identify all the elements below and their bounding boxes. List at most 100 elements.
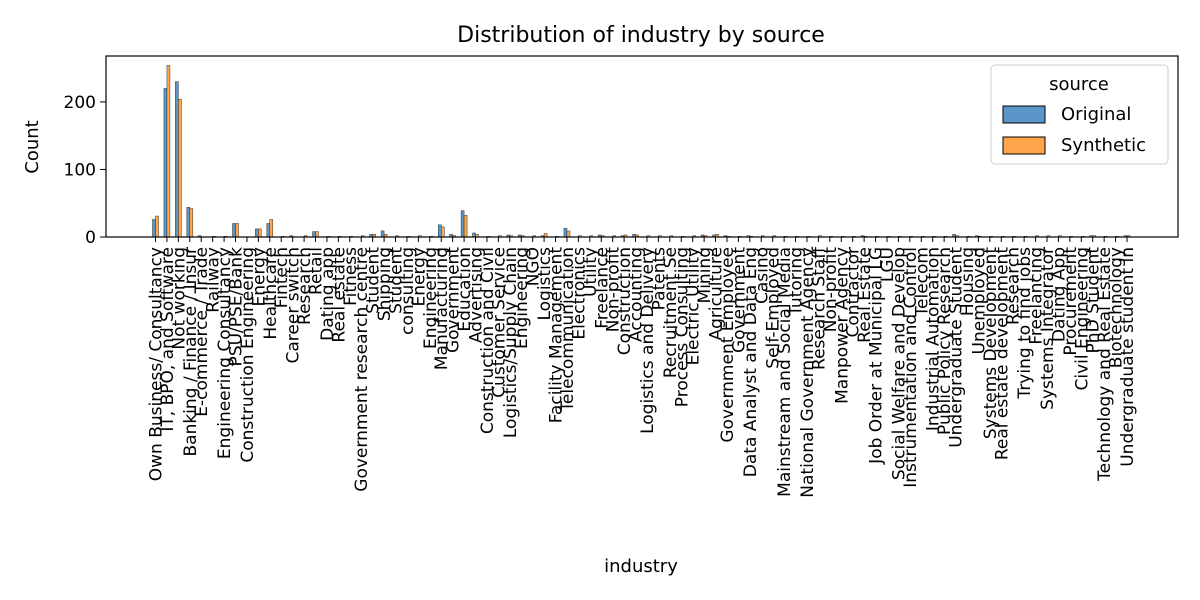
- x-tick-label: E-commerce / Trade: [192, 247, 212, 417]
- x-tick-label: Logistics/Supply Chain: [501, 247, 521, 438]
- y-tick-label: 200: [64, 93, 96, 113]
- x-tick-label: Research: [1004, 247, 1024, 325]
- x-tick-label: Tutoring: [787, 247, 807, 317]
- x-tick-label: Engineering: [512, 247, 532, 349]
- x-tick-label: LGU: [878, 247, 898, 282]
- bar-original-25: [437, 224, 442, 238]
- x-tick-label: Undergraduate student in: [1118, 247, 1138, 467]
- x-tick-label: Public Policy Research: [935, 247, 955, 435]
- x-tick-label: Process Consulting: [672, 247, 692, 407]
- x-tick-label: Non-profit: [821, 247, 841, 333]
- legend: source Original Synthetic: [990, 64, 1169, 165]
- x-tick-label: PhD Student: [1084, 247, 1104, 354]
- x-tick-label: Utility: [581, 247, 601, 297]
- bar-synthetic-0: [155, 215, 159, 238]
- x-tick-label: Freelancing: [1027, 247, 1047, 345]
- x-tick-label: Construction: [615, 247, 635, 355]
- bar-synthetic-3: [189, 208, 194, 238]
- x-tick-label: Student: [387, 247, 407, 314]
- x-tick-label: Healthcare: [261, 247, 281, 340]
- x-tick-label: Unemployed: [969, 247, 989, 354]
- bar-original-2: [175, 81, 179, 238]
- x-tick-label: Research: [295, 247, 315, 325]
- x-tick-label: consulting: [398, 247, 418, 335]
- x-tick-label: Industrial Automation: [924, 247, 944, 431]
- y-tick-label: 0: [85, 228, 96, 248]
- x-tick-label: Real estate: [329, 247, 349, 343]
- x-tick-label: Facility Management: [547, 247, 567, 424]
- legend-label-original: Original: [1061, 104, 1131, 125]
- x-tick-label: Mining: [695, 247, 715, 303]
- x-axis-label: industry: [604, 556, 678, 577]
- bar-synthetic-36: [566, 230, 571, 238]
- bar-original-10: [266, 223, 271, 238]
- bar-synthetic-25: [440, 226, 445, 238]
- x-tick-label: Logistics and Delivery: [638, 247, 658, 434]
- x-tick-label: Casino: [752, 247, 772, 304]
- x-tick-label: Patents: [649, 247, 669, 310]
- x-tick-label: Research Staff: [809, 246, 829, 370]
- x-tick-label: Job Order at Municipal LG: [867, 247, 887, 465]
- x-tick-label: Career switch: [284, 247, 304, 364]
- x-tick-label: Not working: [169, 247, 189, 350]
- bar-original-1: [163, 88, 168, 238]
- x-tick-label: Real Estate: [855, 247, 875, 343]
- x-tick-label: Manufacturing: [432, 247, 452, 370]
- x-tick-label: Own Business/ Consultancy: [147, 247, 167, 481]
- x-tick-label: Education: [455, 247, 475, 332]
- x-tick-label: Technology and Real Estate: [1095, 247, 1115, 482]
- bar-original-3: [186, 207, 191, 238]
- chart-title: Distribution of industry by source: [457, 23, 825, 48]
- x-tick-label: Government research centre: [352, 247, 372, 492]
- x-tick-label: Retail: [307, 247, 327, 295]
- x-tick-label: Civil Engineering: [1072, 247, 1092, 391]
- bar-synthetic-14: [315, 231, 319, 238]
- x-tick-label: Shipping: [375, 247, 395, 321]
- x-tick-label: Construction and Civil: [478, 247, 498, 434]
- x-tick-label: Freelance: [592, 247, 612, 329]
- x-tick-label: National Government Agency: [798, 247, 818, 498]
- legend-title: source: [1049, 74, 1109, 95]
- x-tick-label: Non-profit: [604, 247, 624, 333]
- x-tick-label: Engineering Consultancy: [215, 247, 235, 459]
- x-tick-label: Social Welfare and Develop: [889, 247, 909, 480]
- bar-synthetic-1: [166, 65, 171, 238]
- x-tick-label: Procurement: [1061, 247, 1081, 356]
- x-tick-label: Systems Integrator: [1038, 247, 1058, 410]
- x-tick-label: Telecommunication: [558, 247, 578, 413]
- x-tick-label: Real estate development: [992, 247, 1012, 460]
- x-tick-label: Student: [364, 247, 384, 314]
- x-tick-label: Customer Service: [489, 247, 509, 398]
- x-tick-label: Engineering: [421, 247, 441, 349]
- x-tick-label: Dating app: [318, 247, 338, 341]
- plot-frame: [105, 55, 1179, 238]
- x-tick-label: Undergraduate Student: [947, 247, 967, 448]
- x-tick-label: Mainstream and Social Media: [775, 247, 795, 497]
- bar-synthetic-7: [235, 223, 239, 238]
- x-tick-label: Recruitment Se: [661, 247, 681, 378]
- x-tick-label: Manpower Agency: [832, 247, 852, 404]
- x-tick-label: Logistics: [535, 247, 555, 321]
- bars-group: [152, 65, 1131, 238]
- x-tick-label: Construction Engineering: [238, 247, 258, 463]
- legend-swatch-synthetic: [1002, 136, 1046, 155]
- bar-original-14: [312, 231, 316, 238]
- y-axis-label: Count: [22, 120, 43, 173]
- x-tick-label: Electronics: [569, 247, 589, 340]
- bar-original-28: [472, 232, 476, 238]
- x-tick-label: Agriculture: [707, 247, 727, 341]
- x-tick-label: Fitness: [341, 247, 361, 306]
- y-tick-label: 100: [64, 160, 96, 180]
- x-tick-label: NGO: [524, 247, 544, 286]
- x-tick-label: Housing: [958, 247, 978, 316]
- legend-swatch-original: [1002, 105, 1046, 124]
- bar-original-20: [380, 230, 385, 238]
- legend-label-synthetic: Synthetic: [1061, 135, 1146, 156]
- bar-original-36: [563, 227, 568, 238]
- x-tick-label: Dating App: [1049, 247, 1069, 342]
- x-tick-label: Government Employee: [718, 247, 738, 443]
- x-tick-label: Banking / Finance / Insur: [181, 247, 201, 457]
- bar-synthetic-27: [463, 215, 468, 238]
- x-tick-label: Biotechnology: [1107, 247, 1127, 368]
